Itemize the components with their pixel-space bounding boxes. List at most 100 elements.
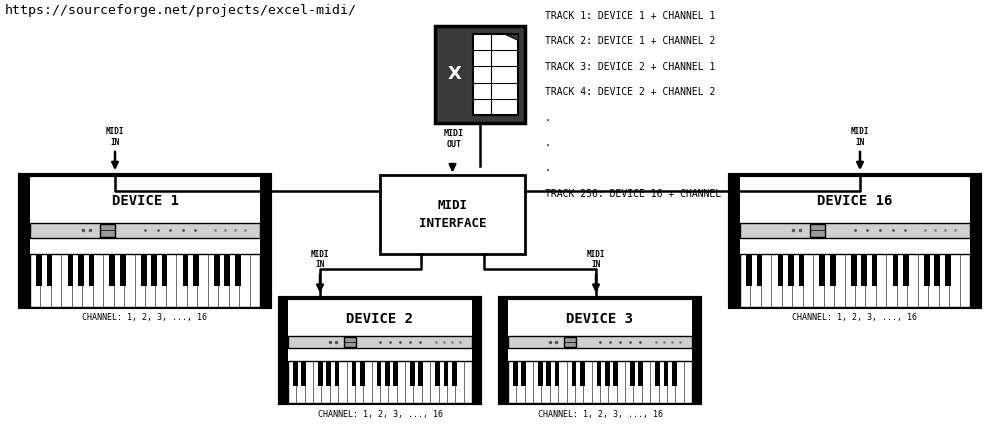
- FancyBboxPatch shape: [288, 361, 472, 403]
- FancyBboxPatch shape: [521, 361, 526, 386]
- Text: MIDI
IN: MIDI IN: [587, 250, 605, 269]
- FancyBboxPatch shape: [235, 254, 241, 286]
- FancyBboxPatch shape: [280, 298, 288, 403]
- FancyBboxPatch shape: [500, 298, 508, 403]
- FancyBboxPatch shape: [293, 361, 298, 386]
- FancyBboxPatch shape: [435, 361, 440, 386]
- FancyBboxPatch shape: [746, 254, 752, 286]
- FancyBboxPatch shape: [934, 254, 940, 286]
- FancyBboxPatch shape: [945, 254, 951, 286]
- FancyBboxPatch shape: [418, 361, 423, 386]
- Polygon shape: [505, 34, 518, 39]
- FancyBboxPatch shape: [47, 254, 52, 286]
- FancyBboxPatch shape: [183, 254, 188, 286]
- Text: .: .: [545, 163, 551, 173]
- FancyBboxPatch shape: [799, 254, 804, 286]
- FancyBboxPatch shape: [452, 361, 457, 386]
- FancyBboxPatch shape: [630, 361, 635, 386]
- Text: CHANNEL: 1, 2, 3, ..., 16: CHANNEL: 1, 2, 3, ..., 16: [792, 313, 918, 322]
- FancyBboxPatch shape: [352, 361, 356, 386]
- Text: MIDI
IN: MIDI IN: [106, 127, 124, 147]
- Text: .: .: [545, 113, 551, 123]
- FancyBboxPatch shape: [78, 254, 84, 286]
- FancyBboxPatch shape: [473, 34, 518, 115]
- Text: X: X: [448, 65, 462, 84]
- FancyBboxPatch shape: [861, 254, 867, 286]
- Text: TRACK 1: DEVICE 1 + CHANNEL 1: TRACK 1: DEVICE 1 + CHANNEL 1: [545, 11, 715, 21]
- FancyBboxPatch shape: [500, 298, 700, 403]
- FancyBboxPatch shape: [830, 254, 836, 286]
- FancyBboxPatch shape: [444, 361, 448, 386]
- Text: TRACK 4: DEVICE 2 + CHANNEL 2: TRACK 4: DEVICE 2 + CHANNEL 2: [545, 87, 715, 97]
- FancyBboxPatch shape: [20, 175, 30, 307]
- FancyBboxPatch shape: [638, 361, 643, 386]
- FancyBboxPatch shape: [672, 361, 677, 386]
- FancyBboxPatch shape: [788, 254, 794, 286]
- FancyBboxPatch shape: [655, 361, 660, 386]
- FancyBboxPatch shape: [564, 337, 576, 347]
- Text: .: .: [545, 138, 551, 148]
- FancyBboxPatch shape: [344, 337, 356, 347]
- FancyBboxPatch shape: [410, 361, 415, 386]
- Text: TRACK 256: DEVICE 16 + CHANNEL 16: TRACK 256: DEVICE 16 + CHANNEL 16: [545, 189, 739, 199]
- FancyBboxPatch shape: [385, 361, 390, 386]
- FancyBboxPatch shape: [580, 361, 585, 386]
- FancyBboxPatch shape: [224, 254, 230, 286]
- FancyBboxPatch shape: [613, 361, 618, 386]
- Text: CHANNEL: 1, 2, 3, ..., 16: CHANNEL: 1, 2, 3, ..., 16: [318, 410, 442, 419]
- Text: MIDI
OUT: MIDI OUT: [444, 129, 464, 148]
- Text: MIDI
INTERFACE: MIDI INTERFACE: [419, 199, 486, 230]
- FancyBboxPatch shape: [100, 224, 115, 237]
- FancyBboxPatch shape: [360, 361, 365, 386]
- FancyBboxPatch shape: [924, 254, 930, 286]
- FancyBboxPatch shape: [508, 336, 692, 348]
- FancyBboxPatch shape: [193, 254, 199, 286]
- FancyBboxPatch shape: [162, 254, 167, 286]
- FancyBboxPatch shape: [664, 361, 668, 386]
- FancyBboxPatch shape: [380, 175, 525, 254]
- FancyBboxPatch shape: [810, 224, 825, 237]
- Text: MIDI
IN: MIDI IN: [851, 127, 869, 147]
- FancyBboxPatch shape: [730, 175, 740, 307]
- FancyBboxPatch shape: [280, 298, 480, 403]
- Text: CHANNEL: 1, 2, 3, ..., 16: CHANNEL: 1, 2, 3, ..., 16: [538, 410, 662, 419]
- FancyBboxPatch shape: [301, 361, 306, 386]
- FancyBboxPatch shape: [893, 254, 898, 286]
- FancyBboxPatch shape: [30, 223, 260, 238]
- FancyBboxPatch shape: [970, 175, 980, 307]
- FancyBboxPatch shape: [260, 175, 270, 307]
- Text: DEVICE 16: DEVICE 16: [817, 194, 893, 208]
- FancyBboxPatch shape: [151, 254, 157, 286]
- FancyBboxPatch shape: [555, 361, 559, 386]
- Text: TRACK 3: DEVICE 2 + CHANNEL 1: TRACK 3: DEVICE 2 + CHANNEL 1: [545, 62, 715, 72]
- FancyBboxPatch shape: [472, 298, 480, 403]
- FancyBboxPatch shape: [508, 361, 692, 403]
- Text: https://sourceforge.net/projects/excel-midi/: https://sourceforge.net/projects/excel-m…: [5, 4, 357, 18]
- FancyBboxPatch shape: [377, 361, 381, 386]
- Text: DEVICE 3: DEVICE 3: [566, 312, 634, 326]
- FancyBboxPatch shape: [214, 254, 220, 286]
- FancyBboxPatch shape: [546, 361, 551, 386]
- FancyBboxPatch shape: [120, 254, 126, 286]
- FancyBboxPatch shape: [572, 361, 576, 386]
- FancyBboxPatch shape: [605, 361, 610, 386]
- FancyBboxPatch shape: [335, 361, 339, 386]
- FancyBboxPatch shape: [68, 254, 73, 286]
- FancyBboxPatch shape: [903, 254, 909, 286]
- FancyBboxPatch shape: [778, 254, 783, 286]
- FancyBboxPatch shape: [851, 254, 857, 286]
- FancyBboxPatch shape: [740, 223, 970, 238]
- FancyBboxPatch shape: [20, 175, 270, 307]
- FancyBboxPatch shape: [89, 254, 94, 286]
- FancyBboxPatch shape: [30, 254, 260, 307]
- FancyBboxPatch shape: [513, 361, 518, 386]
- FancyBboxPatch shape: [36, 254, 42, 286]
- FancyBboxPatch shape: [757, 254, 762, 286]
- FancyBboxPatch shape: [597, 361, 601, 386]
- FancyBboxPatch shape: [819, 254, 825, 286]
- Text: CHANNEL: 1, 2, 3, ..., 16: CHANNEL: 1, 2, 3, ..., 16: [82, 313, 208, 322]
- FancyBboxPatch shape: [109, 254, 115, 286]
- Text: MIDI
IN: MIDI IN: [311, 250, 329, 269]
- FancyBboxPatch shape: [740, 254, 970, 307]
- Text: DEVICE 2: DEVICE 2: [347, 312, 414, 326]
